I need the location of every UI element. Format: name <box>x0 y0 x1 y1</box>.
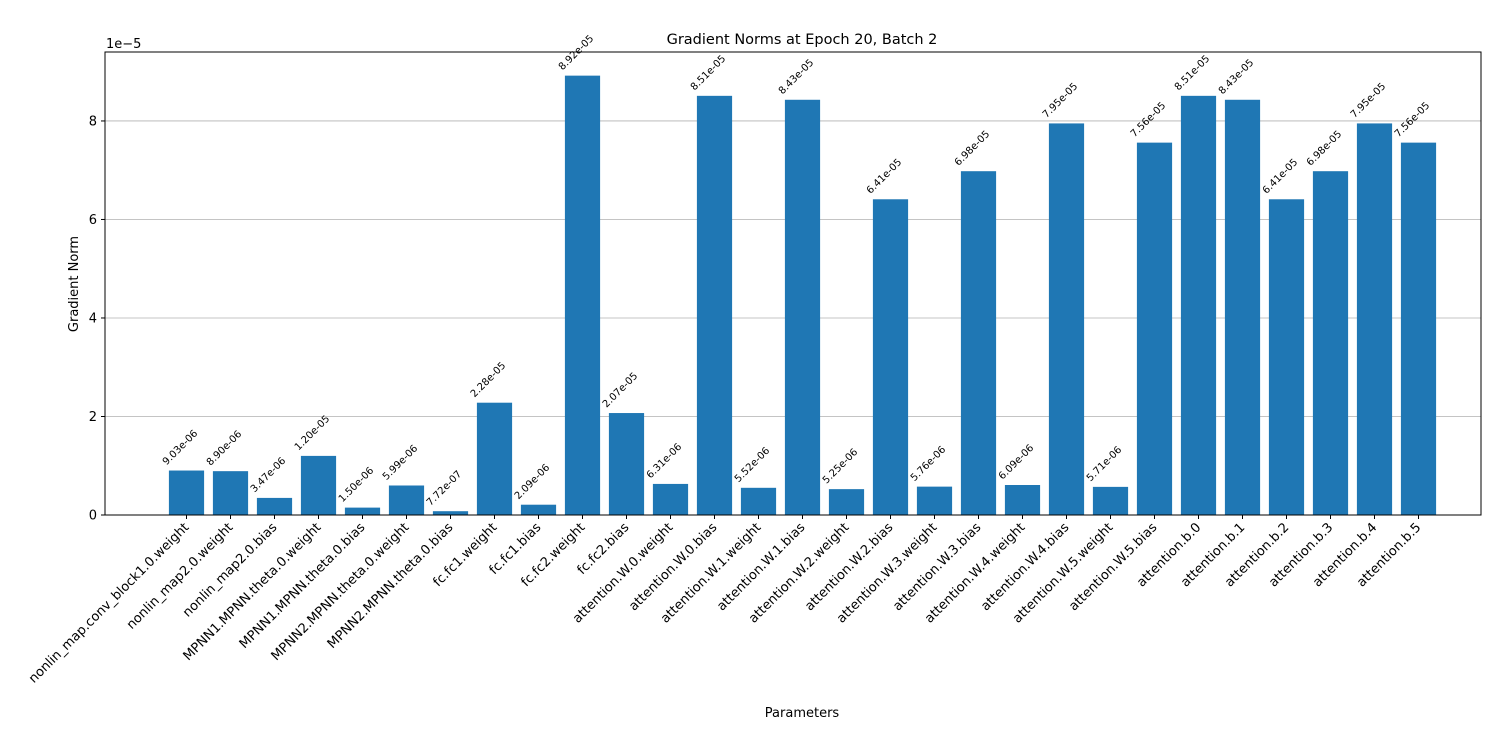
y-ticks: 0 2 4 6 8 <box>89 114 105 524</box>
bar <box>1092 486 1129 515</box>
bar <box>696 95 733 516</box>
y-axis-offset-text: 1e−5 <box>106 37 141 52</box>
bar <box>432 511 469 515</box>
bar <box>652 483 689 515</box>
y-tick-label: 4 <box>89 311 97 326</box>
bar <box>300 455 337 515</box>
y-tick-label: 2 <box>89 410 97 425</box>
bar <box>256 497 293 515</box>
bar <box>1004 485 1041 515</box>
bar <box>168 470 205 515</box>
bar <box>1356 123 1393 515</box>
bar <box>1268 199 1305 515</box>
bar <box>388 485 425 515</box>
y-tick-label: 0 <box>89 509 97 524</box>
bar <box>212 471 249 515</box>
bar <box>344 507 381 515</box>
bar <box>960 171 997 515</box>
bar <box>608 413 645 515</box>
y-tick-label: 6 <box>89 213 97 228</box>
bar <box>872 199 909 515</box>
bar <box>1136 142 1173 515</box>
bar <box>1312 171 1349 515</box>
bar <box>1224 99 1261 516</box>
plot-frame <box>104 51 1482 516</box>
bars <box>168 75 1437 516</box>
bar <box>1180 95 1217 516</box>
bar <box>828 489 865 515</box>
y-axis-label: Gradient Norm <box>67 236 82 332</box>
y-tick-label: 8 <box>89 114 97 129</box>
chart-title: Gradient Norms at Epoch 20, Batch 2 <box>667 32 938 48</box>
bar <box>916 486 953 515</box>
bar <box>520 504 557 515</box>
bar <box>1400 142 1437 515</box>
bar <box>564 75 601 516</box>
bar <box>1048 123 1085 515</box>
x-axis-label: Parameters <box>765 706 840 721</box>
bar <box>476 402 513 515</box>
bar <box>784 99 821 516</box>
bar <box>740 487 777 515</box>
